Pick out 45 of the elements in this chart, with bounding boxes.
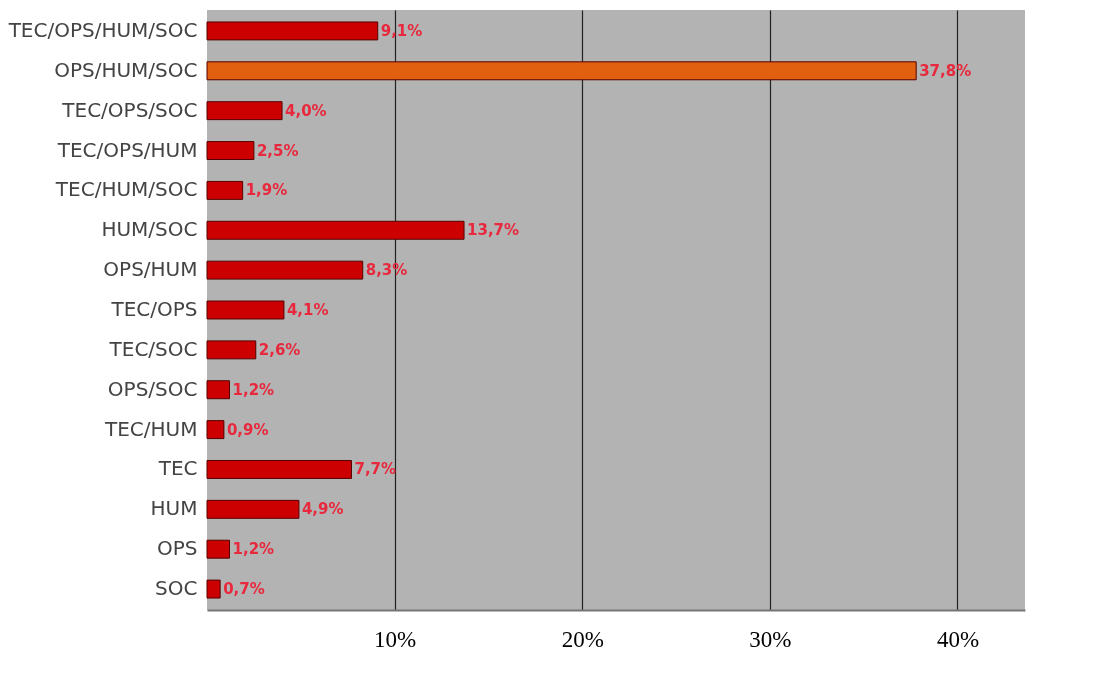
- data-label: 4,0%: [285, 101, 327, 120]
- y-tick-label: OPS/SOC: [107, 376, 198, 401]
- data-label: 2,5%: [256, 141, 299, 160]
- bar: [206, 101, 283, 121]
- bar: [206, 61, 917, 81]
- data-label: 0,9%: [226, 420, 269, 439]
- y-tick-label: HUM/SOC: [101, 217, 198, 242]
- data-label: 0,7%: [223, 580, 265, 599]
- y-tick-label: TEC/HUM/SOC: [54, 177, 198, 202]
- x-tick-label: 30%: [749, 626, 792, 652]
- y-tick-label: OPS/HUM/SOC: [54, 57, 198, 82]
- data-label: 4,9%: [301, 500, 344, 519]
- data-label: 1,2%: [232, 540, 275, 559]
- y-tick-label: TEC/OPS/SOC: [61, 97, 198, 122]
- bar: [206, 300, 285, 320]
- bar: [206, 460, 352, 479]
- bar: [206, 220, 465, 240]
- bar: [206, 499, 300, 519]
- x-tick-label: 10%: [374, 626, 417, 652]
- y-tick-label: TEC/OPS: [110, 297, 198, 321]
- y-tick-label: OPS/HUM: [103, 257, 198, 282]
- bar: [206, 380, 231, 400]
- y-tick-label: HUM: [150, 496, 198, 521]
- data-label: 2,6%: [258, 340, 301, 359]
- y-tick-label: TEC/SOC: [108, 336, 198, 361]
- bar: [206, 260, 364, 280]
- y-tick-label: TEC/OPS/HUM: [56, 137, 198, 162]
- bar: [206, 180, 244, 200]
- bar: [206, 340, 257, 360]
- y-tick-label: TEC/OPS/HUM/SOC: [7, 17, 198, 42]
- y-tick-label: TEC: [157, 456, 198, 481]
- data-label: 1,2%: [232, 380, 275, 399]
- data-label: 1,9%: [245, 181, 288, 200]
- data-label: 4,1%: [286, 301, 329, 319]
- y-tick-label: OPS: [157, 536, 198, 561]
- x-tick-label: 40%: [936, 626, 980, 652]
- data-label: 13,7%: [467, 221, 520, 240]
- y-tick-label: SOC: [155, 576, 198, 601]
- x-tick-label: 20%: [561, 626, 604, 652]
- bar: [206, 141, 255, 160]
- bar: [206, 21, 379, 41]
- bar: [206, 420, 225, 440]
- y-tick-label: TEC/HUM: [104, 416, 198, 441]
- bar: [206, 539, 231, 559]
- bar: [206, 579, 221, 599]
